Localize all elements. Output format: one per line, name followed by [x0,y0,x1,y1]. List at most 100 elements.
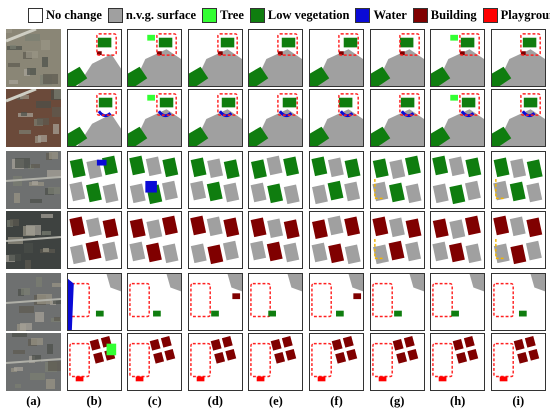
change-map-graphic [370,334,424,390]
change-map-graphic [491,90,545,146]
change-map [490,89,546,147]
change-map [490,29,546,87]
legend-label: Building [430,7,477,22]
satellite-image-graphic [6,89,61,147]
change-map [309,333,364,391]
change-map-graphic [188,90,242,146]
change-map-graphic [491,274,545,330]
legend-label: No change [46,7,102,22]
legend-swatch-building [412,7,428,23]
change-map [127,29,183,87]
change-map [248,211,304,269]
change-map [187,211,243,269]
change-map-graphic [188,30,242,86]
change-map [430,333,486,391]
change-map [490,273,546,331]
change-map [309,273,364,331]
change-map-graphic [370,90,424,146]
change-map [127,151,183,209]
change-map-graphic [67,334,121,390]
change-map [66,89,122,147]
change-map [309,211,364,269]
change-map-graphic [249,274,303,330]
change-map-graphic [370,30,424,86]
change-map-graphic [188,274,242,330]
change-map [430,273,486,331]
change-map [430,151,486,209]
change-map [248,273,304,331]
legend-item-water: Water [355,7,407,23]
change-map-graphic [249,30,303,86]
change-map [309,89,364,147]
legend-label: Low vegetation [267,7,350,22]
legend-label: Tree [220,7,244,22]
change-map [127,89,183,147]
legend-item-building: Building [412,7,477,23]
change-map [248,89,304,147]
column-label: (c) [147,394,162,408]
satellite-image [6,333,61,391]
column-label: (d) [207,394,223,408]
legend-item-no-change: No change [28,7,102,23]
change-map-graphic [249,152,303,208]
change-map-graphic [431,152,485,208]
change-map [66,211,122,269]
change-map [66,333,122,391]
change-map [127,273,183,331]
legend-swatch-playgrounds [482,7,498,23]
change-map-graphic [310,274,363,330]
satellite-image-graphic [6,211,61,269]
column-label: (h) [450,394,466,408]
change-map [248,151,304,209]
change-map-graphic [431,334,485,390]
change-map-graphic [249,212,303,268]
satellite-image-graphic [6,273,61,331]
change-map-graphic [249,334,303,390]
change-map-graphic [128,334,182,390]
change-map [187,333,243,391]
change-map [369,89,425,147]
legend-swatch-water [355,7,371,23]
column-label: (g) [389,394,405,408]
column-label: (f) [330,394,343,408]
legend-swatch-low-vegetation [249,7,265,23]
legend-item-playgrounds: Playgrounds [482,7,550,23]
change-map [127,333,183,391]
change-map [430,29,486,87]
change-map [490,333,546,391]
satellite-image [6,89,61,147]
column-label: (i) [512,394,525,408]
change-map-graphic [67,30,121,86]
comparison-grid [6,29,546,393]
change-map-graphic [188,152,242,208]
change-map-graphic [310,152,363,208]
satellite-image [6,211,61,269]
legend-item-tree: Tree [202,7,244,23]
change-map-graphic [128,90,182,146]
change-map-graphic [310,212,363,268]
change-map-graphic [128,212,182,268]
change-map [248,29,304,87]
column-label: (b) [86,394,102,408]
change-map [66,273,122,331]
legend-item-low-vegetation: Low vegetation [249,7,350,23]
column-labels: (a) (b) (c) (d) (e) (f) (g) (h) (i) [6,394,546,410]
change-map-graphic [67,90,121,146]
change-map [187,273,243,331]
change-map [309,151,364,209]
change-map-graphic [310,334,363,390]
change-map-graphic [128,30,182,86]
change-map [309,29,364,87]
change-map-graphic [188,212,242,268]
change-map [369,29,425,87]
satellite-image [6,273,61,331]
change-map [369,333,425,391]
change-map-graphic [67,212,121,268]
change-map-graphic [128,152,182,208]
change-map [187,151,243,209]
change-map [369,151,425,209]
satellite-image-graphic [6,29,61,87]
change-map-graphic [188,334,242,390]
legend-label: Water [373,7,407,22]
change-map-graphic [249,90,303,146]
